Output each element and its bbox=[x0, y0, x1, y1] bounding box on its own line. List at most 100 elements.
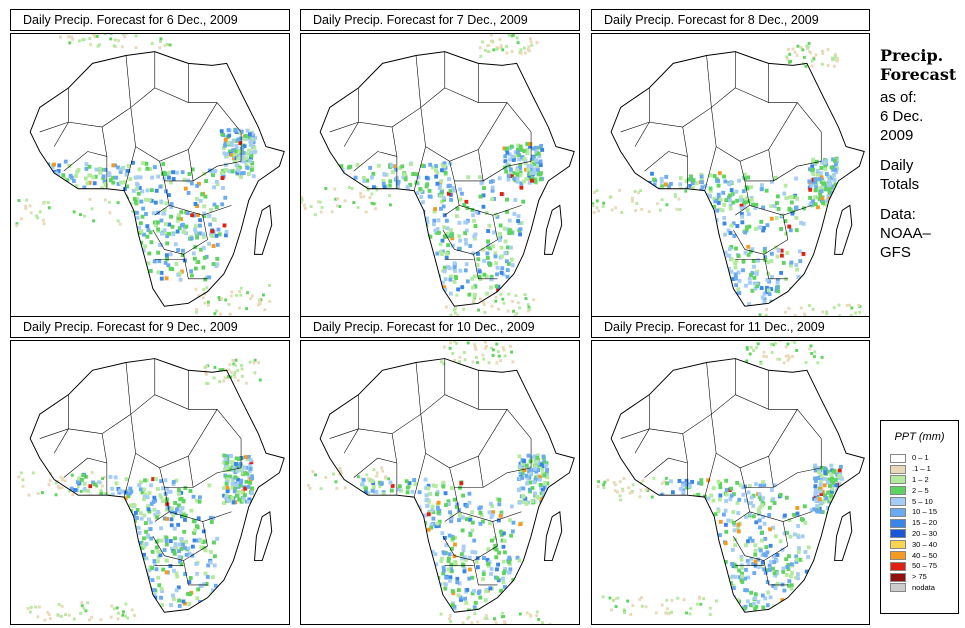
precip-cell bbox=[249, 297, 253, 300]
precip-cell bbox=[647, 210, 651, 214]
precip-cell bbox=[711, 486, 716, 491]
precip-cell bbox=[241, 151, 246, 156]
precip-cell bbox=[270, 226, 275, 231]
legend-label: 50 – 75 bbox=[912, 561, 938, 571]
precip-cell bbox=[366, 188, 370, 192]
precip-cell bbox=[236, 477, 240, 482]
precip-cell bbox=[440, 531, 445, 536]
precip-cell bbox=[169, 202, 174, 206]
precip-cell bbox=[499, 359, 503, 363]
precip-cell bbox=[499, 532, 504, 537]
precip-cell bbox=[206, 381, 210, 385]
precip-cell bbox=[101, 550, 106, 555]
precip-cell bbox=[688, 612, 692, 616]
precip-cell bbox=[782, 361, 786, 365]
precip-cell bbox=[448, 617, 451, 621]
precip-cell bbox=[42, 176, 46, 181]
precip-cell bbox=[87, 180, 92, 185]
precip-cell bbox=[477, 274, 482, 279]
precip-cell bbox=[184, 552, 189, 557]
precip-cell bbox=[452, 261, 457, 266]
precip-cell bbox=[100, 211, 105, 216]
precip-cell bbox=[72, 617, 76, 621]
precip-cell bbox=[841, 546, 846, 551]
precip-cell bbox=[840, 238, 844, 243]
precip-cell bbox=[479, 513, 484, 517]
precip-cell bbox=[36, 195, 41, 200]
precip-cell bbox=[836, 510, 841, 515]
precip-cell bbox=[808, 304, 811, 308]
precip-cell bbox=[135, 579, 140, 584]
legend-swatch bbox=[890, 518, 906, 528]
precip-cell bbox=[549, 560, 553, 565]
precip-cell bbox=[555, 245, 560, 250]
precip-cell bbox=[834, 483, 839, 488]
precip-cell bbox=[220, 297, 224, 301]
precip-cell bbox=[737, 568, 742, 573]
precip-cell bbox=[548, 251, 553, 256]
precip-cell bbox=[270, 234, 275, 239]
precip-cell bbox=[527, 469, 532, 474]
precip-cell bbox=[380, 497, 385, 502]
precip-cell bbox=[257, 246, 262, 251]
precip-cell bbox=[515, 176, 520, 181]
precip-cell bbox=[226, 454, 230, 459]
precip-cell bbox=[698, 517, 703, 522]
precip-cell bbox=[86, 601, 90, 605]
precip-cell bbox=[90, 470, 94, 474]
legend-swatch bbox=[890, 529, 906, 539]
precip-cell bbox=[335, 486, 339, 490]
precip-cell bbox=[487, 510, 492, 515]
precip-cell bbox=[417, 490, 422, 495]
precip-cell bbox=[688, 536, 693, 541]
precip-cell bbox=[241, 495, 246, 500]
precip-cell bbox=[826, 194, 831, 199]
precip-cell bbox=[148, 527, 153, 532]
precip-cell bbox=[727, 605, 732, 610]
precip-cell bbox=[699, 478, 704, 483]
precip-cell bbox=[459, 481, 464, 486]
precip-cell bbox=[144, 161, 149, 166]
precip-cell bbox=[503, 239, 508, 244]
precip-cell bbox=[724, 492, 729, 497]
precip-cell bbox=[773, 573, 778, 578]
precip-cell bbox=[54, 481, 58, 485]
precip-cell bbox=[257, 299, 261, 302]
precip-cell bbox=[531, 155, 536, 160]
precip-cell bbox=[610, 208, 614, 212]
precip-cell bbox=[713, 542, 718, 547]
precip-cell bbox=[101, 477, 104, 481]
precip-cell bbox=[543, 485, 548, 490]
precip-cell bbox=[354, 522, 359, 527]
precip-cell bbox=[187, 580, 192, 584]
precip-cell bbox=[448, 274, 453, 279]
precip-cell bbox=[524, 463, 529, 468]
precip-cell bbox=[182, 546, 187, 550]
precip-cell bbox=[485, 251, 490, 256]
precip-cell bbox=[462, 567, 467, 572]
precip-cell bbox=[729, 188, 734, 193]
precip-cell bbox=[429, 525, 434, 530]
precip-cell bbox=[140, 270, 145, 275]
precip-cell bbox=[464, 220, 469, 225]
precip-cell bbox=[259, 232, 264, 237]
precip-cell bbox=[110, 197, 115, 202]
precip-cell bbox=[142, 487, 147, 492]
precip-cell bbox=[129, 489, 134, 494]
precip-cell bbox=[188, 489, 193, 493]
precip-cell bbox=[536, 496, 541, 501]
precip-cell bbox=[363, 490, 368, 495]
precip-cell bbox=[503, 159, 508, 164]
precip-cell bbox=[414, 228, 419, 233]
precip-cell bbox=[443, 491, 448, 496]
precip-cell bbox=[728, 206, 733, 211]
precip-cell bbox=[723, 232, 727, 237]
precip-cell bbox=[528, 37, 532, 41]
precip-cell bbox=[824, 187, 828, 192]
precip-cell bbox=[816, 506, 820, 511]
precip-cell bbox=[268, 299, 272, 303]
precip-cell bbox=[813, 476, 817, 481]
precip-cell bbox=[253, 371, 257, 375]
precip-cell bbox=[819, 474, 824, 479]
precip-cell bbox=[556, 242, 561, 246]
